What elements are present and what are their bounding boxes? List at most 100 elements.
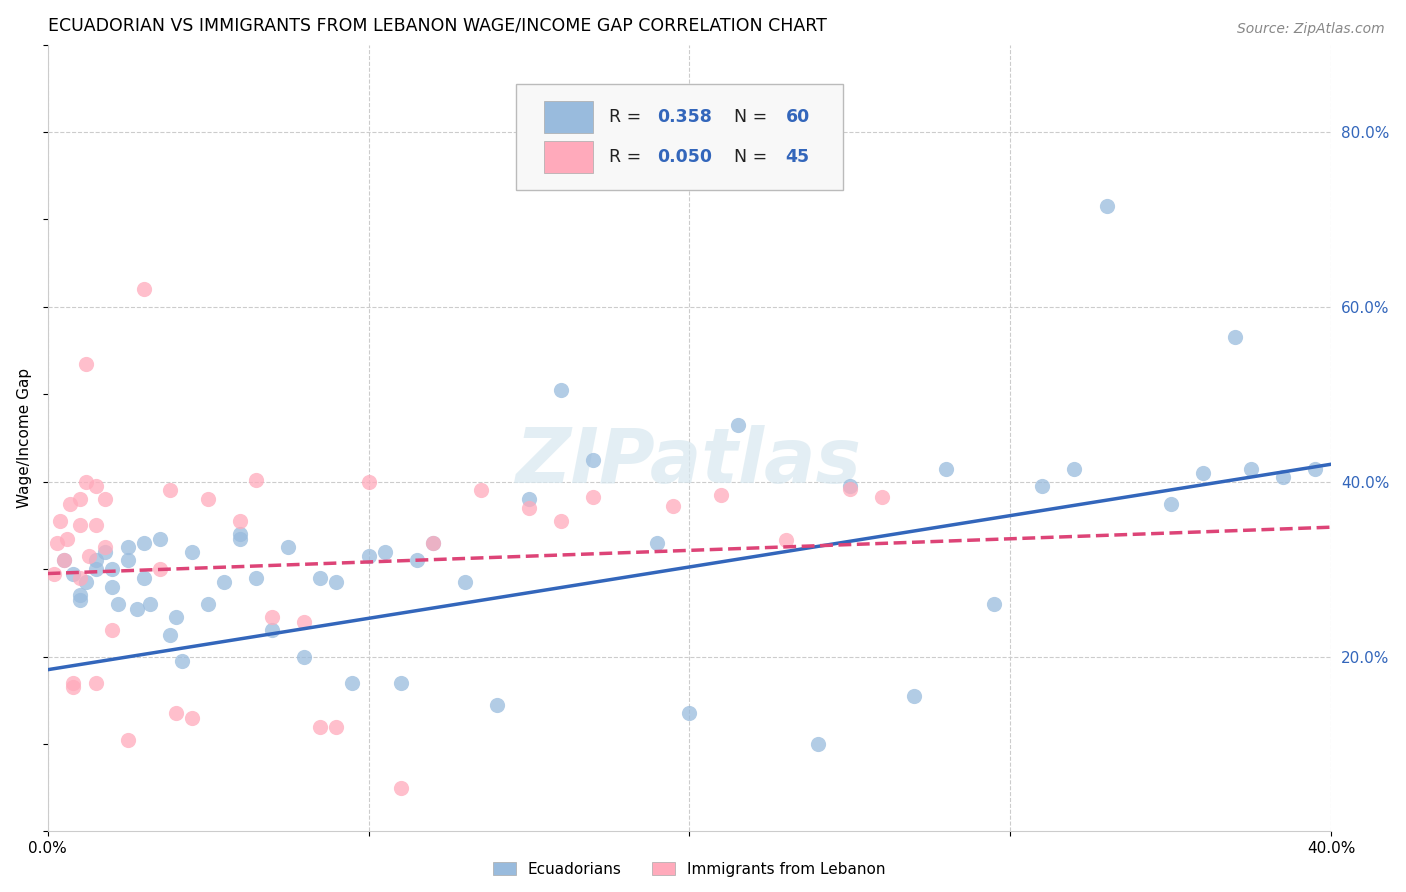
Point: [903, 689, 925, 703]
Point: [94, 544, 117, 558]
Point: [727, 417, 749, 432]
Point: [117, 553, 139, 567]
Text: N =: N =: [734, 108, 773, 126]
Point: [107, 597, 129, 611]
Point: [84, 553, 107, 567]
Point: [117, 732, 139, 747]
FancyBboxPatch shape: [516, 84, 844, 190]
Y-axis label: Wage/Income Gap: Wage/Income Gap: [17, 368, 32, 508]
Text: R =: R =: [609, 148, 647, 166]
Point: [262, 610, 284, 624]
Point: [52, 553, 75, 567]
Point: [132, 282, 155, 296]
Point: [69, 571, 91, 585]
Point: [197, 597, 219, 611]
Point: [983, 597, 1005, 611]
Point: [181, 711, 204, 725]
Point: [172, 654, 194, 668]
Point: [357, 475, 380, 489]
Point: [165, 610, 187, 624]
Point: [56, 532, 79, 546]
Point: [838, 479, 860, 493]
Point: [245, 571, 267, 585]
Point: [62, 566, 84, 581]
Point: [84, 675, 107, 690]
Text: ZIPatlas: ZIPatlas: [516, 425, 862, 499]
Point: [1303, 461, 1326, 475]
Point: [389, 675, 412, 690]
Point: [117, 541, 139, 555]
Point: [678, 706, 700, 721]
Point: [389, 780, 412, 795]
Point: [132, 571, 155, 585]
Point: [1272, 470, 1295, 484]
Point: [405, 553, 427, 567]
Text: Source: ZipAtlas.com: Source: ZipAtlas.com: [1237, 22, 1385, 37]
Point: [42, 566, 65, 581]
Point: [75, 475, 97, 489]
Point: [935, 461, 957, 475]
Point: [262, 624, 284, 638]
Point: [870, 491, 893, 505]
Point: [62, 680, 84, 694]
Point: [1063, 461, 1085, 475]
Point: [212, 575, 235, 590]
Text: 0.050: 0.050: [657, 148, 713, 166]
Point: [662, 499, 685, 513]
Point: [517, 500, 540, 515]
Point: [62, 675, 84, 690]
Point: [309, 720, 332, 734]
Point: [582, 453, 605, 467]
Point: [46, 536, 69, 550]
Point: [101, 580, 124, 594]
Point: [149, 562, 172, 576]
Point: [775, 533, 797, 548]
Point: [59, 497, 82, 511]
Point: [245, 473, 267, 487]
Point: [517, 492, 540, 507]
Point: [94, 541, 117, 555]
Point: [159, 483, 181, 498]
Point: [342, 675, 364, 690]
Point: [550, 383, 572, 397]
Text: 45: 45: [786, 148, 810, 166]
Point: [139, 597, 162, 611]
Point: [550, 514, 572, 528]
Point: [49, 514, 72, 528]
Point: [69, 492, 91, 507]
Point: [374, 544, 396, 558]
Point: [325, 575, 347, 590]
Point: [645, 536, 668, 550]
Point: [1095, 199, 1118, 213]
Point: [582, 491, 605, 505]
Point: [277, 541, 299, 555]
Point: [165, 706, 187, 721]
Bar: [544, 101, 593, 133]
Point: [69, 518, 91, 533]
Bar: [544, 141, 593, 173]
Point: [229, 527, 252, 541]
Point: [1240, 461, 1263, 475]
Point: [132, 536, 155, 550]
Point: [1031, 479, 1053, 493]
Point: [470, 483, 492, 498]
Point: [101, 562, 124, 576]
Text: N =: N =: [734, 148, 773, 166]
Point: [101, 624, 124, 638]
Point: [229, 532, 252, 546]
Text: R =: R =: [609, 108, 647, 126]
Point: [1191, 466, 1213, 480]
Legend: Ecuadorians, Immigrants from Lebanon: Ecuadorians, Immigrants from Lebanon: [486, 855, 891, 883]
Point: [181, 544, 204, 558]
Point: [422, 536, 444, 550]
Point: [807, 737, 830, 751]
Point: [485, 698, 508, 712]
Point: [1223, 330, 1246, 344]
Point: [197, 492, 219, 507]
Point: [69, 588, 91, 602]
Point: [84, 518, 107, 533]
Point: [75, 357, 97, 371]
Point: [84, 562, 107, 576]
Point: [149, 532, 172, 546]
Point: [94, 492, 117, 507]
